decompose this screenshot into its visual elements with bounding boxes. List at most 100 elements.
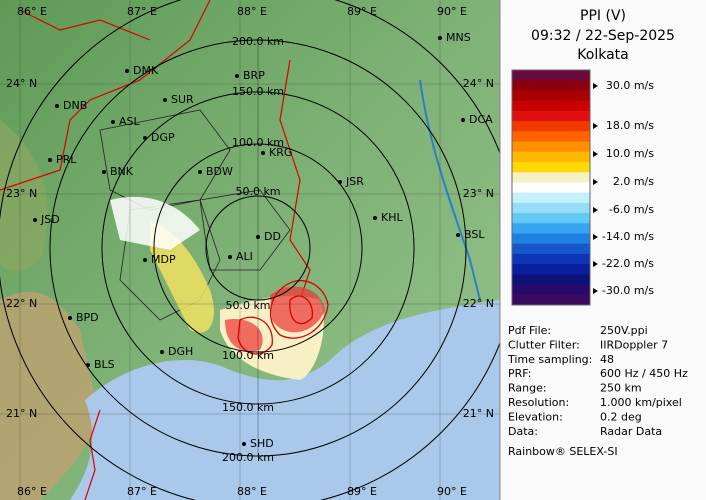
- city-label: DCA: [469, 113, 493, 126]
- range-label: 50.0 km: [225, 299, 270, 312]
- legend-swatch: [512, 233, 590, 245]
- city-label: BPD: [76, 311, 99, 324]
- legend-arrow: [593, 261, 598, 267]
- lat-label: 21° N: [6, 407, 37, 420]
- info-value: 48: [600, 353, 614, 366]
- state-border: [0, 0, 311, 500]
- info-key: Range:: [508, 382, 547, 395]
- legend-swatch: [512, 274, 590, 286]
- lon-label: 88° E: [237, 485, 267, 498]
- echo-contours: [237, 279, 329, 355]
- legend-label: -30.0 m/s: [602, 284, 654, 297]
- city-dot: [256, 235, 260, 239]
- city-label: BLS: [94, 358, 115, 371]
- info-key: Clutter Filter:: [508, 338, 580, 351]
- legend-swatch: [512, 202, 590, 214]
- city-dot: [33, 218, 37, 222]
- city-dot: [86, 363, 90, 367]
- lon-label: 90° E: [437, 485, 467, 498]
- legend-swatch: [512, 284, 590, 296]
- city-dot: [55, 104, 59, 108]
- range-label: 150.0 km: [232, 85, 284, 98]
- legend-label: -14.0 m/s: [602, 230, 654, 243]
- city-dot: [242, 442, 246, 446]
- panel-title: PPI (V): [580, 8, 626, 24]
- city-dot: [261, 151, 265, 155]
- range-label: 100.0 km: [222, 349, 274, 362]
- legend-swatch: [512, 131, 590, 143]
- terrain: [0, 291, 100, 500]
- range-ring: [49, 39, 467, 457]
- city-label: KHL: [381, 211, 403, 224]
- range-rings: 200.0 km 150.0 km 100.0 km 50.0 km 50.0 km 10…: [0, 0, 500, 500]
- legend-swatch: [512, 264, 590, 275]
- info-key: Resolution:: [508, 396, 569, 409]
- city-label: DGH: [168, 345, 193, 358]
- city-dot: [235, 74, 239, 78]
- lat-label: 23° N: [463, 187, 494, 200]
- legend-swatch: [512, 172, 590, 183]
- lon-label: 90° E: [437, 5, 467, 18]
- range-label: 100.0 km: [232, 136, 284, 149]
- city-dot: [461, 118, 465, 122]
- lon-label: 89° E: [347, 5, 377, 18]
- legend-swatch: [512, 90, 590, 102]
- city-label: DGP: [151, 131, 175, 144]
- city-label: DMK: [133, 64, 159, 77]
- legend-swatch: [512, 70, 590, 81]
- info-value: 0.2 deg: [600, 410, 642, 423]
- legend-swatch: [512, 110, 590, 122]
- city-label: ALI: [236, 250, 253, 263]
- legend-arrow: [593, 123, 598, 129]
- legend-label: 10.0 m/s: [606, 147, 654, 160]
- range-ring: [205, 195, 311, 301]
- city-dot: [160, 350, 164, 354]
- range-ring: [101, 91, 415, 405]
- range-label: 200.0 km: [222, 451, 274, 464]
- footer: Rainbow® SELEX-SI: [508, 445, 618, 458]
- city-dot: [198, 170, 202, 174]
- info-key: PRF:: [508, 367, 531, 380]
- info-value: 250V.ppi: [600, 324, 648, 337]
- lat-label: 24° N: [463, 77, 494, 90]
- city-label: JSR: [345, 175, 364, 188]
- lon-label: 89° E: [347, 485, 377, 498]
- legend-swatch: [512, 223, 590, 234]
- city-label: BSL: [464, 228, 485, 241]
- panel-station: Kolkata: [577, 47, 628, 63]
- legend-swatch: [512, 100, 590, 112]
- legend-swatch: [512, 253, 590, 265]
- panel-time: 09:32 / 22-Sep-2025: [531, 28, 675, 44]
- city-dot: [48, 158, 52, 162]
- legend-arrow: [593, 151, 598, 157]
- info-value: 250 km: [600, 382, 642, 395]
- city-label: BRP: [243, 69, 265, 82]
- range-label: 150.0 km: [222, 401, 274, 414]
- lon-label: 88° E: [237, 5, 267, 18]
- city-dot: [143, 136, 147, 140]
- city-dot: [438, 36, 442, 40]
- city-dot: [456, 233, 460, 237]
- legend-swatch: [512, 161, 590, 173]
- lat-label: 22° N: [463, 297, 494, 310]
- city-dot: [228, 255, 232, 259]
- city-label: ASL: [119, 115, 141, 128]
- legend-label: 2.0 m/s: [613, 175, 654, 188]
- graticule: 86° E 86° E 87° E 87° E 88° E 88° E 89° E 89° E…: [0, 0, 500, 500]
- legend-label: -6.0 m/s: [609, 203, 654, 216]
- lon-label: 87° E: [127, 485, 157, 498]
- legend-arrow: [593, 288, 598, 294]
- lon-label: 86° E: [17, 5, 47, 18]
- legend-frame: [511, 69, 591, 306]
- city-dot: [373, 216, 377, 220]
- info-key: Data:: [508, 425, 538, 438]
- terrain: [0, 120, 48, 272]
- echo: [110, 196, 200, 250]
- range-label: 50.0 km: [235, 185, 280, 198]
- city-label: BNK: [110, 165, 134, 178]
- legend-label: 30.0 m/s: [606, 79, 654, 92]
- legend-swatch: [512, 213, 590, 224]
- city-label: SHD: [250, 437, 274, 450]
- sea: [70, 300, 500, 500]
